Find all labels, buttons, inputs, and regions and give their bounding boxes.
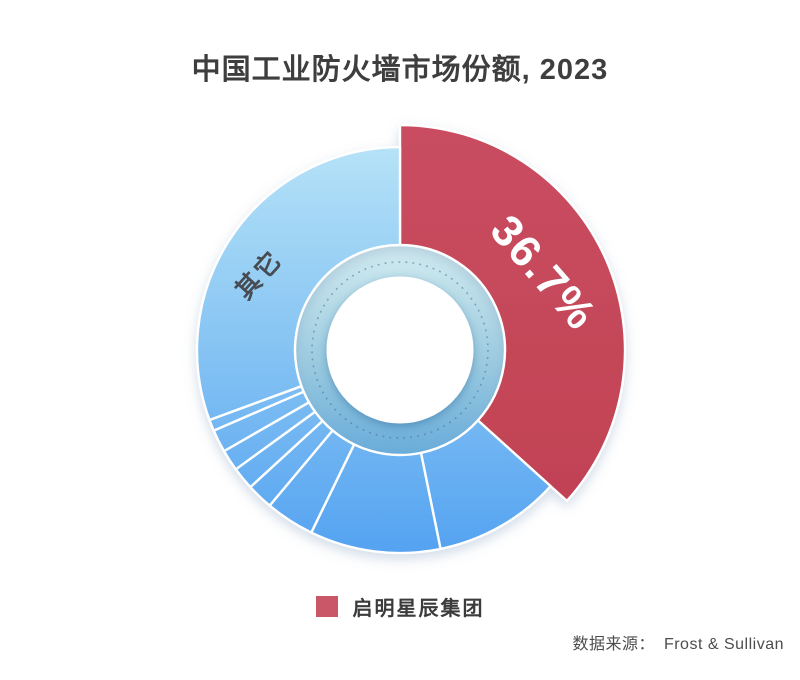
inner-dotted-circle	[311, 261, 489, 439]
legend-item-label: 启明星辰集团	[352, 598, 485, 620]
legend: 启明星辰集团	[0, 592, 800, 621]
data-source-value: Frost & Sullivan	[663, 636, 784, 653]
data-source-label: 数据来源：	[572, 636, 655, 653]
legend-color-swatch	[315, 596, 338, 617]
data-source: 数据来源： Frost & Sullivan	[572, 630, 784, 654]
pie-slice-其它[interactable]	[195, 145, 402, 422]
donut-hole	[326, 276, 474, 424]
pie-slices	[195, 123, 627, 555]
legend-item-qimingxingchen[interactable]: 启明星辰集团	[315, 592, 485, 621]
chart-title: 中国工业防火墙市场份额, 2023	[191, 54, 609, 86]
pie-slice-启明星辰集团[interactable]	[398, 123, 627, 503]
